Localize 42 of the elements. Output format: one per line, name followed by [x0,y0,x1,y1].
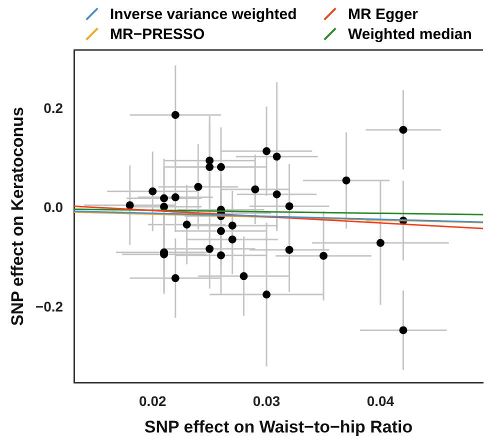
y-tick-label: 0.2 [44,100,64,116]
legend-label: MR−PRESSO [110,26,205,42]
point [206,244,214,253]
point [272,190,281,198]
point [216,227,225,236]
point [160,194,168,202]
x-tick-label: 0.02 [139,393,166,410]
point [342,176,350,184]
point [206,156,214,165]
point [285,202,294,210]
point [171,110,180,119]
point [262,290,271,299]
point [272,152,281,161]
point [126,201,134,210]
point [148,187,157,196]
point [320,252,328,260]
point [262,147,271,156]
point [216,163,225,172]
point [171,274,180,282]
y-tick-label: −0.2 [35,298,64,314]
point [194,182,202,191]
point [171,193,180,202]
point [251,185,260,194]
point [399,126,408,134]
legend-label: Weighted median [348,26,472,42]
x-tick-label: 0.04 [366,393,394,410]
point [240,272,248,280]
x-tick-label: 0.03 [252,393,280,410]
y-tick-label: 0.0 [44,199,64,216]
legend-label: MR Egger [348,6,418,22]
point [399,326,408,334]
x-axis-title: SNP effect on Waist−to−hip Ratio [144,417,413,436]
point [228,235,236,244]
legend-label: Inverse variance weighted [110,6,297,22]
point [285,246,294,254]
point [228,222,236,230]
point [160,202,168,211]
y-axis-title: SNP effect on Keratoconus [8,106,27,326]
point [376,238,384,247]
point [216,251,225,260]
point [206,163,214,172]
point [182,220,191,229]
